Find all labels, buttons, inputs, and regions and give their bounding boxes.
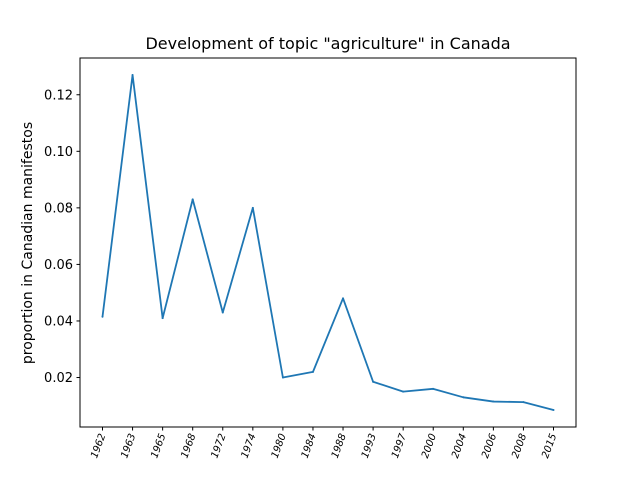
x-tick-label: 1980 (270, 432, 289, 460)
data-point (251, 206, 254, 209)
data-point (522, 401, 525, 404)
data-point (342, 297, 345, 300)
axes-frame (79, 57, 577, 428)
data-point (552, 409, 555, 412)
x-tick-label: 1993 (360, 432, 379, 460)
x-axis: 1962 1963 1965 1968 1972 1974 1980 1984 1988 1993… (89, 427, 559, 460)
x-tick-label: 1984 (300, 432, 319, 460)
x-tick-label: 1972 (210, 432, 229, 460)
data-point (161, 317, 164, 320)
y-axis: 0.02 0.04 0.06 0.08 0.10 0.12 (44, 88, 80, 386)
data-point (462, 396, 465, 399)
y-tick-label: 0.10 (44, 145, 73, 160)
x-tick-label: 1965 (149, 432, 168, 460)
data-point (191, 198, 194, 201)
y-tick-label: 0.12 (44, 88, 73, 103)
x-tick-label: 2004 (450, 432, 469, 460)
x-tick-label: 1962 (89, 432, 108, 460)
x-tick-label: 2000 (420, 432, 439, 460)
y-tick-label: 0.06 (44, 258, 73, 273)
x-tick-label: 1968 (179, 432, 198, 460)
chart-title: Development of topic "agriculture" in Ca… (145, 34, 510, 53)
data-point (432, 387, 435, 390)
x-tick-label: 1988 (330, 432, 349, 460)
series-line (101, 74, 554, 411)
y-tick-label: 0.08 (44, 201, 73, 216)
data-point (311, 370, 314, 373)
y-tick-label: 0.04 (44, 314, 73, 329)
x-tick-label: 1997 (390, 432, 409, 460)
data-point (402, 390, 405, 393)
x-tick-label: 1974 (240, 432, 259, 460)
series-group (101, 73, 555, 412)
data-point (101, 315, 104, 318)
data-point (492, 400, 495, 403)
x-tick-label: 2015 (540, 432, 559, 460)
data-point (221, 311, 224, 314)
y-tick-label: 0.02 (44, 371, 73, 386)
y-axis-label: proportion in Canadian manifestos (20, 122, 36, 364)
x-tick-label: 1963 (119, 432, 138, 460)
data-point (281, 376, 284, 379)
x-tick-label: 2006 (480, 432, 499, 460)
data-point (131, 73, 134, 76)
x-tick-label: 2008 (510, 432, 529, 460)
data-point (372, 380, 375, 383)
